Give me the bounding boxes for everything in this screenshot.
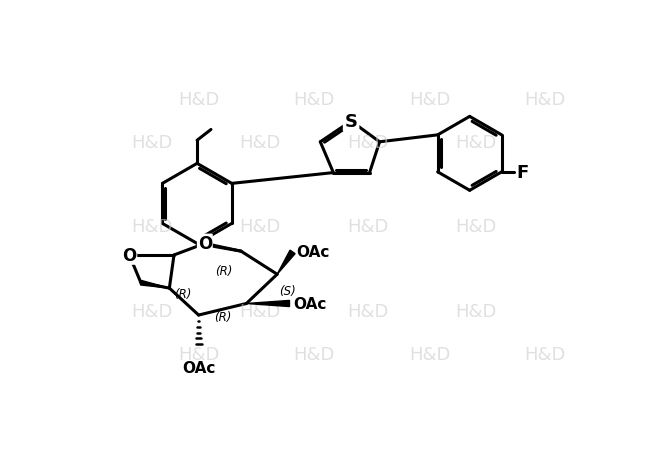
Text: F: F	[516, 163, 529, 181]
Text: OAc: OAc	[297, 245, 330, 260]
Text: H&D: H&D	[348, 218, 389, 236]
Text: OAc: OAc	[293, 296, 327, 311]
Text: O: O	[198, 235, 212, 253]
Text: O: O	[122, 246, 136, 264]
Text: H&D: H&D	[409, 345, 451, 363]
Text: OAc: OAc	[182, 360, 215, 375]
Text: H&D: H&D	[524, 345, 566, 363]
Text: H&D: H&D	[293, 91, 335, 109]
Text: H&D: H&D	[409, 91, 451, 109]
Text: H&D: H&D	[239, 133, 281, 152]
Text: H&D: H&D	[348, 133, 389, 152]
Text: H&D: H&D	[178, 345, 219, 363]
Text: H&D: H&D	[348, 303, 389, 321]
Polygon shape	[246, 301, 289, 307]
Text: H&D: H&D	[455, 303, 497, 321]
Text: H&D: H&D	[132, 218, 173, 236]
Text: H&D: H&D	[293, 345, 335, 363]
Text: H&D: H&D	[132, 133, 173, 152]
Text: H&D: H&D	[455, 218, 497, 236]
Text: (S): (S)	[280, 284, 296, 297]
Text: S: S	[345, 113, 357, 131]
Text: (R): (R)	[215, 264, 233, 277]
Text: H&D: H&D	[239, 218, 281, 236]
Text: (R): (R)	[174, 287, 192, 300]
Polygon shape	[140, 281, 170, 289]
Text: H&D: H&D	[239, 303, 281, 321]
Text: H&D: H&D	[524, 91, 566, 109]
Text: H&D: H&D	[455, 133, 497, 152]
Polygon shape	[277, 251, 295, 275]
Text: H&D: H&D	[132, 303, 173, 321]
Text: H&D: H&D	[178, 91, 219, 109]
Text: (R): (R)	[215, 310, 232, 323]
